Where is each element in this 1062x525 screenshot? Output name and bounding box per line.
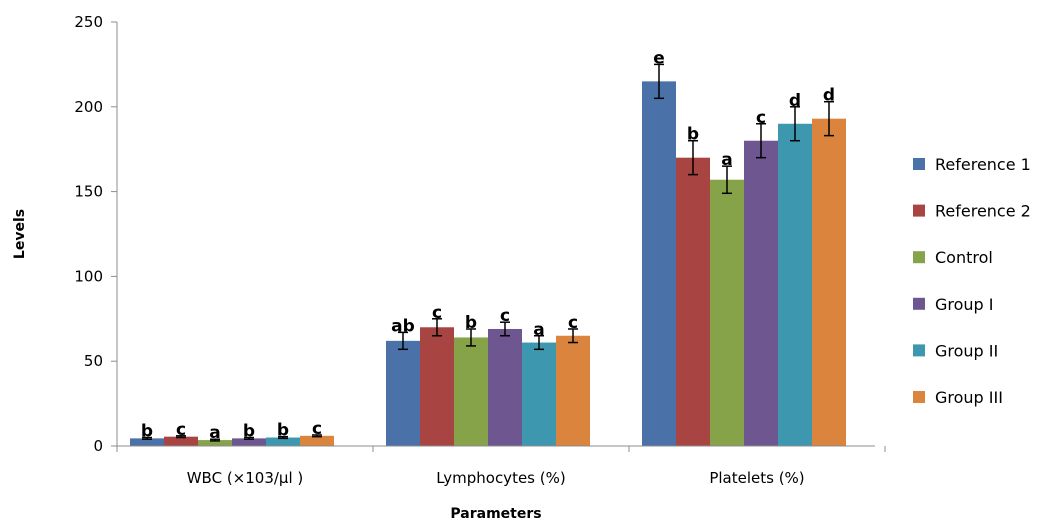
error-bar [312,434,322,438]
y-tick-label: 250 [74,13,103,31]
significance-label: a [721,150,732,170]
error-bar [568,328,578,344]
legend-swatch [913,204,925,217]
significance-label: e [653,48,665,68]
bar [300,435,334,446]
legend-swatch [913,391,925,403]
legend-label: Reference 1 [935,155,1031,174]
error-bar [688,139,698,176]
significance-label: c [176,420,186,440]
bar [710,179,744,446]
significance-label: c [432,303,442,323]
significance-label: b [243,422,255,442]
error-bar [432,318,442,337]
legend-swatch [913,251,925,264]
legend-label: Control [935,248,993,267]
error-bar [210,438,220,442]
bar [386,340,420,446]
significance-label: d [789,91,801,111]
bar [266,437,300,446]
error-bar [466,328,476,347]
legend-item: Reference 1 [913,155,1031,174]
legend-item: Group I [913,295,994,314]
significance-label: b [465,313,477,333]
bar [812,118,846,446]
significance-label: a [209,423,220,443]
bar [522,342,556,446]
bar [642,81,676,447]
error-bar [142,436,152,440]
error-bar [756,123,766,159]
bar [420,327,454,446]
error-bar [244,436,254,440]
legend-label: Reference 2 [935,202,1031,221]
bar [198,440,232,446]
x-tick-label: Platelets (%) [709,469,804,487]
legend: Reference 1 Reference 2 Control Group I Grou… [913,155,1031,407]
bar [454,337,488,446]
error-bar [722,165,732,195]
legend-item: Reference 2 [913,202,1031,221]
bar [488,328,522,446]
significance-label: c [312,419,322,439]
bar [232,438,266,446]
significance-label: c [500,306,510,326]
error-bar [824,100,834,137]
legend-swatch [913,297,925,310]
x-tick-label: Lymphocytes (%) [436,469,565,487]
legend-item: Control [913,248,993,267]
legend-label: Group I [935,295,994,314]
legend-item: Group III [913,388,1003,407]
legend-swatch [913,158,925,170]
error-bar [654,63,664,100]
y-tick-label: 150 [74,183,103,201]
y-tick-label: 50 [84,352,103,370]
significance-label: c [568,313,578,333]
y-tick-label: 100 [74,267,103,285]
error-bar [278,435,288,440]
error-bar [534,335,544,351]
error-bar [398,331,408,351]
legend-label: Group III [935,388,1003,407]
bar [556,335,590,446]
error-bar [790,106,800,142]
y-axis-ticks: 0 50 100 150 200 250 [74,13,117,455]
significance-label: c [756,108,766,128]
significance-label: d [823,86,835,106]
significance-label: a [533,320,544,340]
y-tick-label: 200 [74,98,103,116]
x-axis-title: Parameters [450,506,541,522]
x-axis-ticks: WBC (×103/µl ) Lymphocytes (%) Platelets (… [116,446,886,487]
bar [164,436,198,446]
y-tick-label: 0 [93,437,103,455]
y-axis-title: Levels [12,209,28,259]
legend-swatch [913,344,925,357]
bar [778,123,812,446]
legend-label: Group II [935,341,998,360]
bar [130,438,164,446]
legend-item: Group II [913,341,998,360]
x-tick-label: WBC (×103/µl ) [187,469,304,487]
significance-label: b [687,125,699,145]
significance-label: b [141,422,153,442]
bar [676,157,710,446]
significance-label: b [277,421,289,441]
error-bar [176,435,186,439]
significance-label: ab [391,316,415,336]
bar [744,140,778,446]
error-bar [500,321,510,337]
